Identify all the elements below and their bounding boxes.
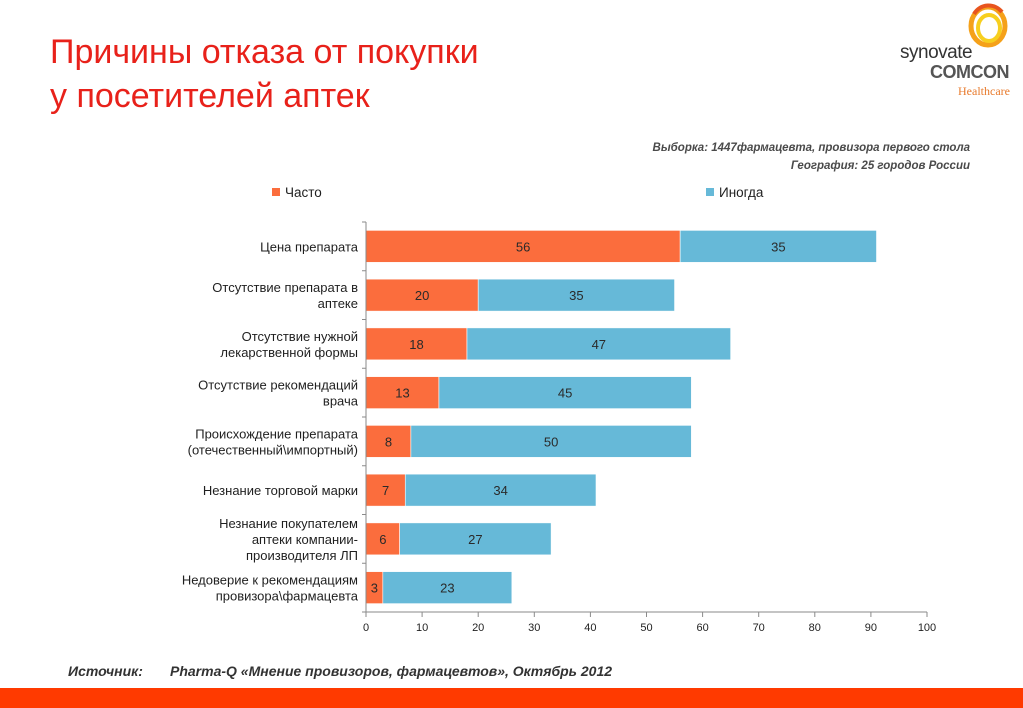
data-label-1-6: 27 <box>468 532 482 547</box>
category-label-4: Происхождение препарата (отечественный\им… <box>188 426 359 457</box>
x-tick-label-8: 80 <box>809 622 821 634</box>
bar-1-2 <box>466 327 731 361</box>
source-text: Pharma-Q «Мнение провизоров, фармацевтов… <box>170 663 613 679</box>
logo-word-healthcare: Healthcare <box>958 84 1010 98</box>
x-tick-label-3: 30 <box>528 622 540 634</box>
data-label-1-5: 34 <box>493 483 507 498</box>
title-line-1: Причины отказа от покупки <box>50 33 479 71</box>
data-label-0-2: 18 <box>409 337 423 352</box>
x-tick-label-10: 100 <box>918 622 936 634</box>
sample-line-1: Выборка: 1447фармацевта, провизора перво… <box>652 142 970 154</box>
data-label-0-5: 7 <box>382 483 389 498</box>
x-tick-label-6: 60 <box>696 622 708 634</box>
synovate-comcon-logo: synovate COMCON Healthcare <box>880 2 1020 102</box>
data-label-0-0: 56 <box>516 239 530 254</box>
x-tick-label-7: 70 <box>753 622 765 634</box>
legend-swatch-0 <box>272 188 280 196</box>
category-label-3: Отсутствие рекомендаций врача <box>198 378 359 409</box>
data-label-1-4: 50 <box>544 434 558 449</box>
bar-1-7 <box>382 571 513 604</box>
category-label-7: Недоверие к рекомендациям провизора\фарма… <box>182 573 359 604</box>
data-label-0-1: 20 <box>415 288 429 303</box>
x-tick-label-4: 40 <box>584 622 596 634</box>
data-label-1-2: 47 <box>592 337 606 352</box>
x-tick-label-9: 90 <box>865 622 877 634</box>
category-label-5: Незнание торговой марки <box>203 483 358 498</box>
bar-1-0 <box>679 230 877 263</box>
bar-0-0 <box>365 230 681 263</box>
x-tick-label-1: 10 <box>416 622 428 634</box>
data-label-1-7: 23 <box>440 581 454 596</box>
legend-label-1: Иногда <box>719 185 764 200</box>
bottom-accent-bar <box>0 688 1023 708</box>
sample-note: Выборка: 1447фармацевта, провизора перво… <box>653 139 970 175</box>
bar-1-3 <box>438 376 692 409</box>
category-label-2: Отсутствие нужной лекарственной формы <box>220 329 358 360</box>
category-label-0: Цена препарата <box>260 239 359 254</box>
category-label-1: Отсутствие препарата в аптеке <box>212 280 358 311</box>
sample-line-2: География: 25 городов России <box>790 160 970 172</box>
legend-label-0: Часто <box>285 185 322 200</box>
data-label-0-7: 3 <box>371 581 378 596</box>
bar-0-6 <box>365 522 400 556</box>
logo-word-comcon: COMCON <box>930 62 1010 82</box>
bar-0-3 <box>365 376 440 409</box>
bar-0-1 <box>365 278 479 312</box>
bar-1-4 <box>410 425 692 458</box>
x-tick-label-2: 20 <box>472 622 484 634</box>
title-line-2: у посетителей аптек <box>50 77 370 115</box>
page-title: Причины отказа от покупки у посетителей … <box>50 30 479 118</box>
logo-rings-icon <box>968 3 1008 48</box>
x-tick-label-0: 0 <box>363 622 369 634</box>
data-label-0-6: 6 <box>379 532 386 547</box>
legend-swatch-1 <box>706 188 714 196</box>
data-label-0-4: 8 <box>385 434 392 449</box>
bar-1-5 <box>404 473 597 507</box>
data-label-1-0: 35 <box>771 239 785 254</box>
source-note: Источник: Pharma-Q «Мнение провизоров, фа… <box>68 663 612 679</box>
data-label-1-3: 45 <box>558 386 572 401</box>
category-label-6: Незнание покупателем аптеки компании-прои… <box>219 516 358 563</box>
bar-1-1 <box>477 278 675 312</box>
source-label: Источник: <box>68 663 143 679</box>
x-tick-label-5: 50 <box>640 622 652 634</box>
data-label-0-3: 13 <box>395 386 409 401</box>
logo-word-synovate: synovate <box>900 42 973 63</box>
data-label-1-1: 35 <box>569 288 583 303</box>
bar-1-6 <box>399 522 552 556</box>
